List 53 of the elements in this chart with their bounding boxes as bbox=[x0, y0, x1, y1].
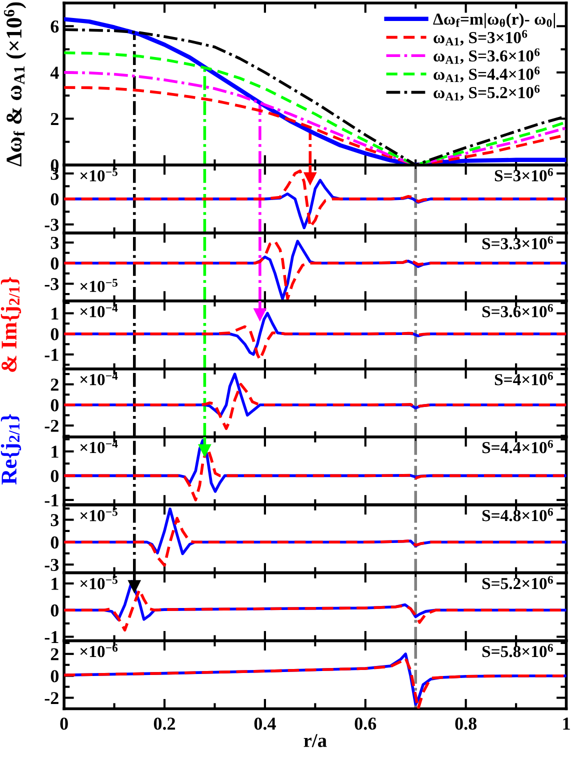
y-tick-label: 1 bbox=[52, 446, 58, 458]
x-tick-label: 0.6 bbox=[354, 718, 376, 730]
y-tick-label: -3 bbox=[44, 558, 59, 572]
y-tick-label: 0 bbox=[50, 399, 59, 412]
y-tick-label: 1 bbox=[52, 578, 58, 590]
y-axis-title: Re{j$_{2/1}$} bbox=[0, 414, 22, 484]
y-tick-label: -1 bbox=[44, 631, 58, 644]
legend-label: ω$_{A1}$, S=3×10$^{6}$ bbox=[434, 30, 528, 46]
x-axis-title: r/a bbox=[304, 734, 327, 748]
annotation: S=5.2×10$^{6}$ bbox=[482, 576, 553, 590]
x-tick-label: 0.2 bbox=[154, 718, 176, 730]
y-tick-label: -1 bbox=[44, 494, 58, 506]
y-tick-label: -2 bbox=[44, 420, 58, 432]
y-tick-label: -3 bbox=[44, 218, 59, 231]
annotation: S=3.6×10$^{6}$ bbox=[482, 304, 553, 318]
x-tick-label: 0 bbox=[60, 718, 68, 730]
legend-label: Δω$_{f}$=m|ω$_{θ}$(r)- ω$_{0}$| bbox=[433, 13, 555, 28]
y-tick-label: -2 bbox=[44, 692, 58, 704]
annotation: S=4.8×10$^{6}$ bbox=[482, 508, 553, 522]
y-tick-label: 6 bbox=[50, 20, 59, 33]
y-tick-label: 0 bbox=[50, 257, 59, 270]
y-tick-label: 1 bbox=[52, 308, 58, 320]
legend-label: ω$_{A1}$, S=5.2×10$^{6}$ bbox=[434, 84, 540, 101]
y-tick-label: -3 bbox=[44, 278, 59, 290]
annotation: S=3.3×10$^{6}$ bbox=[482, 236, 553, 250]
annotation: S=3×10$^{6}$ bbox=[494, 168, 553, 182]
y-tick-label: 2 bbox=[50, 378, 58, 391]
x-tick-label: 0.4 bbox=[254, 718, 276, 730]
annotation: ×10$^{−4}$ bbox=[80, 440, 118, 454]
y-tick-label: 3 bbox=[50, 514, 59, 526]
y-tick-label: 0 bbox=[50, 670, 59, 682]
y-tick-label: -1 bbox=[44, 348, 58, 361]
annotation: ×10$^{−4}$ bbox=[80, 372, 118, 386]
annotation: ×10$^{−5}$ bbox=[80, 278, 118, 292]
y-axis-title: Δω$_{f}$ & ω$_{A1}$ (×10$^{6}$) bbox=[4, 2, 26, 166]
legend-label: ω$_{A1}$, S=4.4×10$^{6}$ bbox=[434, 66, 540, 82]
y-tick-label: 2 bbox=[50, 113, 58, 125]
y-tick-label: 0 bbox=[50, 604, 59, 617]
y-tick-label: 3 bbox=[50, 236, 59, 249]
y-axis-title: & Im{j$_{2/1}$} bbox=[0, 277, 22, 372]
y-tick-label: 0 bbox=[50, 536, 59, 549]
y-tick-label: 4 bbox=[50, 66, 59, 79]
annotation: S=5.8×10$^{6}$ bbox=[482, 644, 553, 658]
y-tick-label: 0 bbox=[50, 328, 59, 340]
y-tick-label: 2 bbox=[50, 648, 58, 660]
x-tick-label: 1 bbox=[563, 718, 570, 730]
x-tick-label: 0.8 bbox=[455, 718, 477, 730]
legend-label: ω$_{A1}$, S=3.6×10$^{6}$ bbox=[434, 48, 540, 64]
annotation: S=4.4×10$^{6}$ bbox=[482, 440, 553, 454]
annotation: ×10$^{−4}$ bbox=[80, 304, 118, 318]
y-tick-label: 0 bbox=[50, 470, 59, 482]
annotation: S=4×10$^{6}$ bbox=[494, 372, 553, 386]
y-tick-label: 0 bbox=[50, 193, 59, 206]
